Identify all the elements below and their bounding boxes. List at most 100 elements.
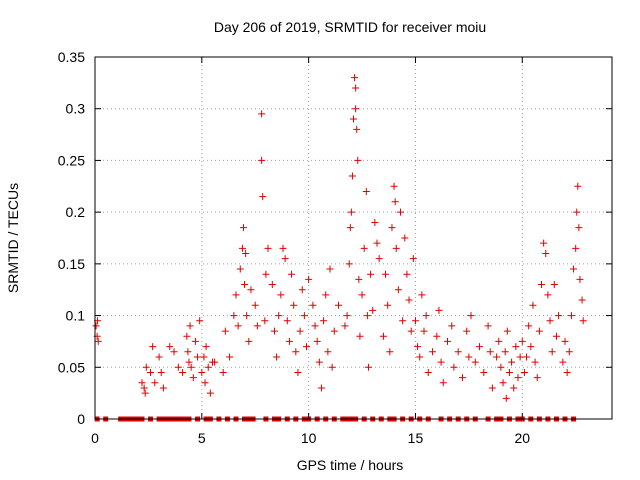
data-point	[259, 193, 267, 201]
y-axis-label: SRMTID / TECUs	[5, 183, 21, 293]
data-point	[369, 306, 377, 314]
y-tick-label: 0	[77, 411, 85, 427]
data-point	[520, 368, 528, 376]
data-point	[484, 322, 492, 330]
data-point	[198, 368, 206, 376]
data-point	[290, 301, 298, 309]
data-point	[576, 275, 584, 283]
data-point	[488, 384, 496, 392]
data-point	[142, 363, 150, 371]
chart-title: Day 206 of 2019, SRMTID for receiver moi…	[214, 19, 486, 35]
data-point	[281, 255, 289, 263]
data-point	[518, 337, 526, 345]
data-point	[242, 250, 250, 258]
data-point	[141, 389, 149, 397]
data-point	[567, 312, 575, 320]
data-point	[435, 306, 443, 314]
data-point	[572, 244, 580, 252]
data-point	[174, 363, 182, 371]
data-point	[535, 327, 543, 335]
data-point	[147, 368, 155, 376]
data-point	[454, 348, 462, 356]
data-point	[499, 379, 507, 387]
data-point	[328, 363, 336, 371]
y-tick-label: 0.15	[58, 256, 85, 272]
data-point	[322, 291, 330, 299]
data-point	[418, 291, 426, 299]
data-point	[204, 363, 212, 371]
data-point	[503, 327, 511, 335]
data-point	[326, 265, 334, 273]
data-point	[313, 337, 321, 345]
data-point	[247, 286, 255, 294]
data-point	[245, 337, 253, 345]
data-point	[555, 312, 563, 320]
data-point	[367, 270, 375, 278]
data-point	[362, 187, 370, 195]
x-axis-label: GPS time / hours	[297, 457, 404, 473]
data-points	[92, 74, 587, 422]
data-point	[523, 353, 531, 361]
data-point	[529, 301, 537, 309]
data-point	[424, 368, 432, 376]
data-point	[236, 265, 244, 273]
data-point	[230, 312, 238, 320]
data-point	[420, 327, 428, 335]
data-point	[375, 255, 383, 263]
data-point	[258, 110, 266, 118]
data-point	[184, 348, 192, 356]
data-point	[405, 296, 413, 304]
data-point	[170, 348, 178, 356]
data-point	[433, 332, 441, 340]
data-point	[238, 244, 246, 252]
data-point	[264, 244, 272, 252]
y-tick-label: 0.05	[58, 359, 85, 375]
data-point	[201, 379, 209, 387]
data-point	[94, 337, 102, 345]
data-point	[251, 301, 259, 309]
data-point	[211, 358, 219, 366]
data-point	[311, 322, 319, 330]
data-point	[371, 218, 379, 226]
data-point	[92, 322, 100, 330]
x-tick-label: 10	[301, 430, 317, 446]
data-point	[186, 322, 194, 330]
data-point	[448, 322, 456, 330]
data-point	[270, 327, 278, 335]
data-point	[179, 368, 187, 376]
data-point	[386, 348, 394, 356]
data-point	[347, 208, 355, 216]
data-point	[151, 379, 159, 387]
data-point	[548, 348, 556, 356]
data-point	[194, 353, 202, 361]
data-point	[353, 125, 361, 133]
y-tick-label: 0.2	[66, 204, 86, 220]
data-point	[140, 384, 148, 392]
data-point	[514, 374, 522, 382]
x-tick-label: 5	[198, 430, 206, 446]
data-point	[335, 301, 343, 309]
data-point	[202, 343, 210, 351]
data-point	[379, 332, 387, 340]
data-point	[516, 353, 524, 361]
data-point	[399, 317, 407, 325]
data-point	[288, 270, 296, 278]
data-point	[538, 281, 545, 289]
data-point	[298, 286, 306, 294]
data-point	[283, 317, 291, 325]
data-point	[354, 156, 362, 164]
data-point	[232, 291, 240, 299]
data-point	[239, 224, 247, 232]
data-point	[348, 172, 356, 180]
data-point	[360, 244, 368, 252]
data-point	[508, 358, 516, 366]
x-tick-label: 15	[408, 430, 424, 446]
data-point	[352, 84, 360, 92]
data-point	[279, 244, 287, 252]
data-point	[309, 301, 317, 309]
data-point	[157, 368, 165, 376]
x-tick-label: 0	[91, 430, 99, 446]
data-point	[296, 327, 304, 335]
data-point	[480, 368, 488, 376]
